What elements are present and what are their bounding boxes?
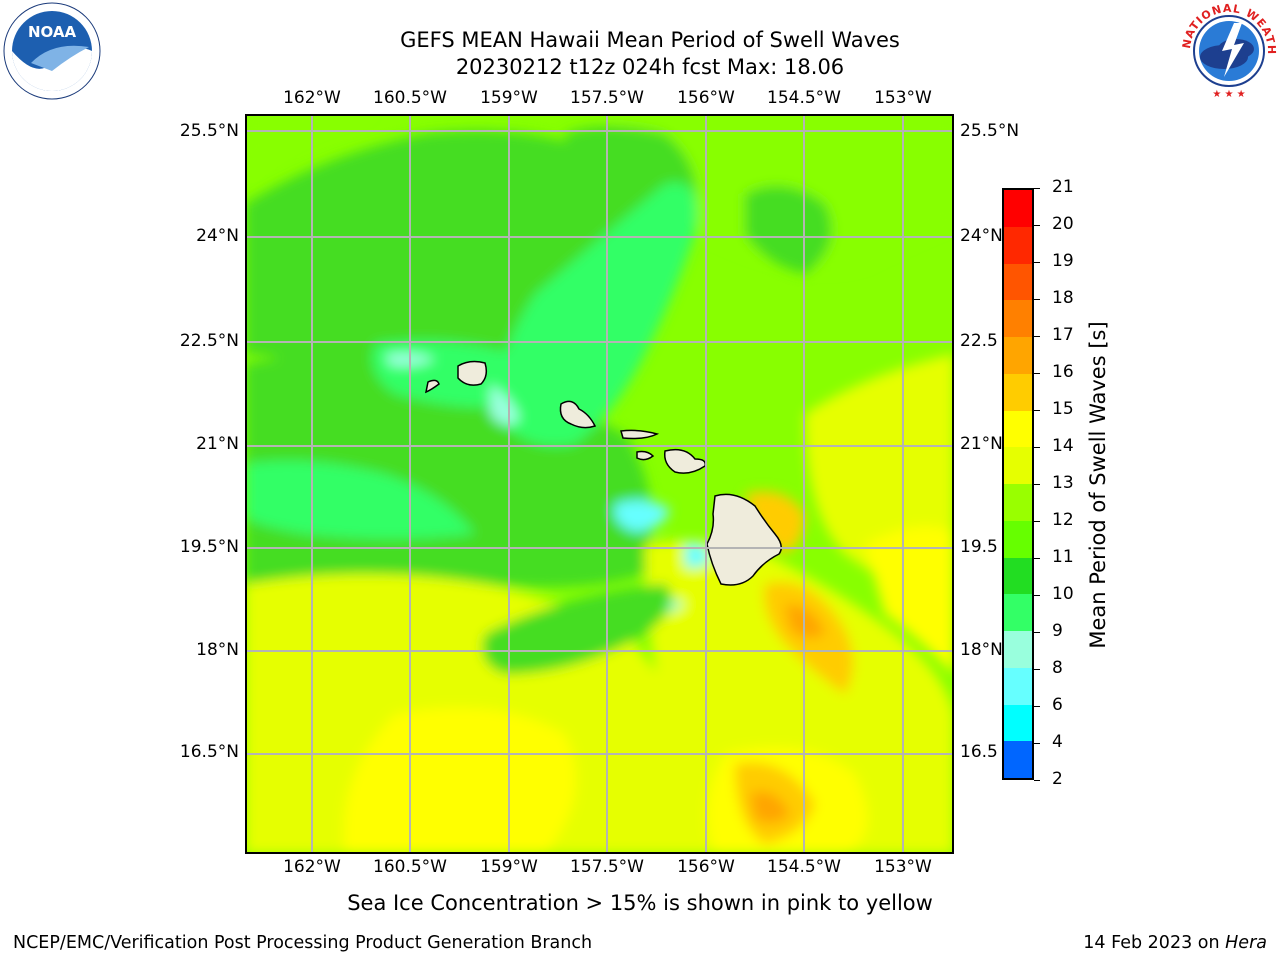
colorbar-tick-label: 8: [1052, 658, 1063, 678]
lon-label-top: 153°W: [874, 88, 932, 108]
colorbar-tick-mark: [1034, 225, 1040, 226]
lon-label-top: 156°W: [677, 88, 735, 108]
svg-text:★ ★ ★: ★ ★ ★: [1212, 89, 1245, 100]
colorbar-tick-label: 13: [1052, 473, 1074, 493]
lat-label-right: 22.5: [960, 331, 998, 351]
colorbar-tick-mark: [1034, 558, 1040, 559]
colorbar-segment: [1004, 410, 1032, 448]
hawaiian-islands: [424, 360, 782, 586]
colorbar-tick-label: 12: [1052, 510, 1074, 530]
lat-label-left: 19.5°N: [179, 537, 239, 557]
colorbar-tick-mark: [1034, 780, 1040, 781]
lon-label-bottom: 156°W: [677, 857, 735, 877]
colorbar-ticks: 21 20 19 18 17 16 15 14 13 12 11 10 9 8 6 4 2: [1034, 177, 1094, 789]
colorbar-tick-mark: [1034, 262, 1040, 263]
noaa-logo: NOAA: [1, 1, 104, 101]
lon-label-top: 160.5°W: [373, 88, 447, 108]
lon-label-top: 159°W: [480, 88, 538, 108]
lon-label-bottom: 154.5°W: [767, 857, 841, 877]
lon-label-top: 154.5°W: [767, 88, 841, 108]
colorbar-tick-mark: [1034, 447, 1040, 448]
branch-credit: NCEP/EMC/Verification Post Processing Pr…: [13, 933, 593, 953]
colorbar-tick-label: 16: [1052, 362, 1074, 382]
colorbar-tick-label: 17: [1052, 325, 1074, 345]
colorbar-segment: [1004, 226, 1032, 264]
lat-label-left: 24°N: [196, 226, 239, 246]
lat-label-left: 25.5°N: [179, 121, 239, 141]
colorbar-segment: [1004, 337, 1032, 374]
graticule: [245, 114, 954, 854]
colorbar-tick-mark: [1034, 595, 1040, 596]
colorbar-tick-mark: [1034, 484, 1040, 485]
lon-label-top: 157.5°W: [570, 88, 644, 108]
colorbar-tick-label: 2: [1052, 769, 1063, 789]
colorbar-tick-mark: [1034, 743, 1040, 744]
colorbar-tick-mark: [1034, 632, 1040, 633]
lat-label-left: 21°N: [196, 434, 239, 454]
colorbar-tick-mark: [1034, 521, 1040, 522]
colorbar-segment: [1004, 520, 1032, 558]
colorbar-tick-label: 9: [1052, 621, 1063, 641]
colorbar-tick-label: 14: [1052, 436, 1074, 456]
lat-label-left: 22.5°N: [179, 331, 239, 351]
lat-label-right: 16.5: [960, 742, 998, 762]
colorbar-segment: [1004, 631, 1032, 668]
colorbar-segment: [1004, 741, 1032, 778]
colorbar-tick-mark: [1034, 669, 1040, 670]
lon-label-bottom: 153°W: [874, 857, 932, 877]
colorbar-tick-mark: [1034, 410, 1040, 411]
colorbar-tick-mark: [1034, 706, 1040, 707]
colorbar-tick-mark: [1034, 373, 1040, 374]
colorbar-segment: [1004, 484, 1032, 521]
colorbar-tick-label: 6: [1052, 695, 1063, 715]
colorbar-tick-label: 19: [1052, 251, 1074, 271]
run-date: 14 Feb 2023 on Hera: [1083, 933, 1267, 953]
lat-label-left: 18°N: [196, 640, 239, 660]
colorbar-tick-mark: [1034, 188, 1040, 189]
colorbar-segment: [1004, 190, 1032, 227]
chart-title: GEFS MEAN Hawaii Mean Period of Swell Wa…: [400, 28, 900, 52]
colorbar-tick-label: 20: [1052, 214, 1074, 234]
colorbar-segment: [1004, 557, 1032, 595]
lon-label-bottom: 160.5°W: [373, 857, 447, 877]
nws-logo: NATIONAL WEATHER SERVICE ★ ★ ★: [1173, 0, 1280, 101]
run-host: Hera: [1225, 933, 1267, 953]
noaa-logo-text: NOAA: [28, 23, 77, 41]
colorbar-tick-label: 18: [1052, 288, 1074, 308]
colorbar-tick-label: 4: [1052, 732, 1063, 752]
lat-label-right: 18°N: [960, 640, 1003, 660]
colorbar-segment: [1004, 704, 1032, 742]
colorbar-tick-label: 15: [1052, 399, 1074, 419]
colorbar-segment: [1004, 300, 1032, 337]
colorbar-tick-mark: [1034, 299, 1040, 300]
sea-ice-note: Sea Ice Concentration > 15% is shown in …: [347, 891, 933, 915]
lat-label-right: 25.5°N: [960, 121, 1020, 141]
colorbar-segment: [1004, 447, 1032, 484]
colorbar-segment: [1004, 594, 1032, 631]
lat-label-right: 24°N: [960, 226, 1003, 246]
colorbar-tick-label: 10: [1052, 584, 1074, 604]
colorbar-tick-label: 21: [1052, 177, 1074, 197]
lon-label-top: 162°W: [283, 88, 341, 108]
colorbar: [1002, 188, 1034, 780]
colorbar-segment: [1004, 373, 1032, 411]
lon-label-bottom: 159°W: [480, 857, 538, 877]
lat-label-left: 16.5°N: [179, 742, 239, 762]
lon-label-bottom: 162°W: [283, 857, 341, 877]
map-panel: [245, 114, 954, 854]
lat-label-right: 21°N: [960, 434, 1003, 454]
lon-label-bottom: 157.5°W: [570, 857, 644, 877]
chart-subtitle: 20230212 t12z 024h fcst Max: 18.06: [455, 55, 845, 79]
colorbar-tick-mark: [1034, 336, 1040, 337]
colorbar-segment: [1004, 263, 1032, 301]
lat-label-right: 19.5: [960, 537, 998, 557]
colorbar-tick-label: 11: [1052, 547, 1074, 567]
swell-period-map: [245, 114, 954, 854]
colorbar-label: Mean Period of Swell Waves [s]: [1086, 321, 1110, 649]
run-date-text: 14 Feb 2023 on: [1083, 933, 1226, 953]
colorbar-segment: [1004, 667, 1032, 705]
